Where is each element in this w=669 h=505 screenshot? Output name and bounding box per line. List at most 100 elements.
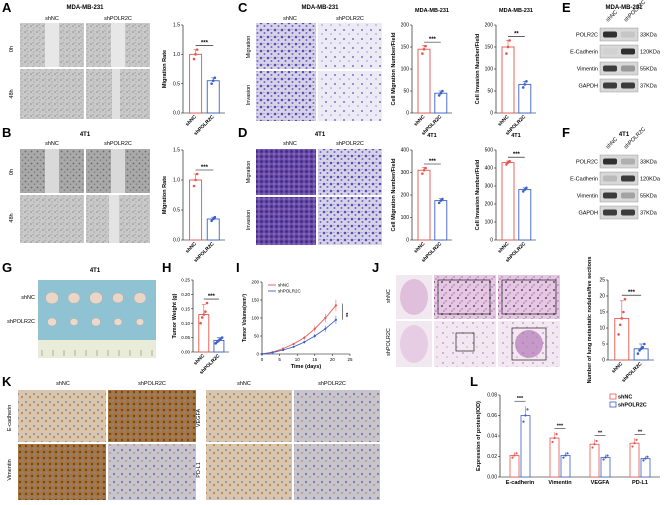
- series-line-shNC: [261, 305, 337, 355]
- lane-label-shNC: shNC: [605, 136, 619, 150]
- panel-letter: A: [2, 0, 12, 15]
- y-axis-label: Cell Migration Number/Field: [391, 158, 397, 231]
- row-label-shNC: shNC: [21, 295, 35, 301]
- band: [603, 48, 617, 55]
- data-point: [439, 199, 443, 202]
- band-size: 33KDa: [640, 160, 658, 166]
- chart-H-tumor-weight: H 0.00 0.05 0.10 0.15 0.20 0.25 Tumor Weight (…: [162, 260, 229, 376]
- data-point: [525, 80, 528, 83]
- y-tick-label: 50: [487, 89, 493, 95]
- data-point: [551, 440, 554, 444]
- data-point: [564, 454, 567, 457]
- y-tick-label: 0: [406, 111, 409, 117]
- group-label-shNC: shNC: [237, 381, 251, 387]
- bar-shPOLR2C: [633, 348, 649, 361]
- data-point: [213, 215, 217, 219]
- data-point: [199, 321, 202, 325]
- bar-shPOLR2C-Vimentin: [560, 455, 571, 478]
- y-tick-label: 0.5: [173, 81, 180, 87]
- data-point: [515, 452, 518, 455]
- chart-C-invasion: MDA-MB-231 0 50 100 150 200 Cell Invasion Numb…: [475, 8, 536, 137]
- band: [603, 192, 617, 199]
- data-point: [525, 186, 528, 190]
- legend-label: shPOLR2C: [278, 289, 302, 294]
- metastatic-nodule: [515, 330, 543, 358]
- blot-strip-E-Cadherin: [599, 44, 639, 59]
- tumor-shNC: [67, 292, 81, 304]
- data-point: [641, 345, 645, 349]
- bar-shPOLR2C: [518, 83, 532, 114]
- y-tick-label: 0.15: [181, 306, 190, 311]
- chart-I-tumor-volume: I 0 50 100 150 200 0 5 10 15 20 25 Time (days) Tumor…: [236, 260, 353, 370]
- band: [603, 209, 617, 216]
- y-tick-label: 0.02: [487, 454, 497, 460]
- cell-line-title: MDA-MB-231: [66, 5, 104, 11]
- tumor-shNC: [89, 291, 103, 305]
- zoom-box: [455, 332, 475, 352]
- ihc-image-vegfa-shNC: [206, 390, 292, 442]
- panel-D: D 4T1 shNC shPOLR2C Migration Invasion: [238, 125, 382, 245]
- y-tick-label: 10: [599, 326, 605, 332]
- y-axis-label: Tumor Weight (g): [172, 293, 178, 338]
- data-point: [617, 333, 620, 336]
- significance-label: ***: [429, 159, 437, 165]
- data-point: [194, 178, 197, 182]
- ihc-image-ecadherin-shPOLR2C: [108, 390, 196, 442]
- significance-label: ***: [513, 152, 521, 158]
- group-label-shNC: shNC: [283, 141, 297, 147]
- data-point: [205, 301, 209, 305]
- x-tick-label: VEGFA: [591, 480, 610, 486]
- tumor-shPOLR2C: [113, 318, 123, 326]
- data-point: [437, 201, 441, 205]
- panel-A: A MDA-MB-231 shNC shPOLR2C 0h 48h: [2, 0, 150, 119]
- band-size: 120KDa: [640, 50, 661, 56]
- band: [603, 65, 617, 72]
- scratch-image-shNC-48h: [20, 69, 84, 119]
- data-point: [635, 438, 638, 441]
- bar-shPOLR2C: [206, 218, 220, 241]
- y-tick-label: 100: [251, 316, 259, 321]
- data-point: [562, 456, 565, 459]
- group-label-shNC: shNC: [45, 16, 59, 22]
- data-point: [620, 317, 624, 320]
- row-label-shPOLR2C: shPOLR2C: [386, 328, 392, 356]
- marker-label-vimentin: Vimentin: [7, 459, 13, 480]
- y-tick-label: 0.06: [487, 413, 497, 419]
- data-point: [639, 347, 643, 351]
- data-point: [422, 168, 426, 172]
- group-label-shNC: shNC: [283, 16, 297, 22]
- band: [603, 82, 617, 89]
- significance-label: ***: [628, 290, 636, 296]
- tumor-samples: [41, 291, 153, 356]
- data-point: [513, 454, 516, 457]
- x-tick-label: 10: [295, 357, 301, 362]
- row-label-shNC: shNC: [386, 289, 392, 303]
- significance-label: ***: [429, 37, 437, 43]
- panel-J: J shNC shPOLR2C: [372, 260, 560, 367]
- chart-L-protein-expression: L 0.00 0.02 0.04 0.06 0.08 Expression of prot…: [470, 374, 660, 486]
- data-point: [566, 452, 569, 455]
- panel-C: C MDA-MB-231 shNC shPOLR2C Migration Inv…: [238, 0, 382, 121]
- marker-label-e-cadherin: E-cadherin: [7, 405, 13, 432]
- y-tick-label: 0.20: [181, 292, 190, 297]
- series-line-shPOLR2C: [261, 319, 337, 355]
- data-point: [604, 456, 607, 459]
- x-tick-label: 20: [330, 357, 336, 362]
- y-tick-label: 200: [401, 23, 410, 29]
- bar-shNC: [198, 314, 210, 353]
- panel-letter: C: [238, 0, 248, 15]
- group-label-shPOLR2C: shPOLR2C: [104, 141, 132, 147]
- band: [621, 65, 635, 72]
- data-point: [638, 349, 641, 352]
- band: [621, 158, 635, 165]
- data-point: [204, 310, 207, 313]
- y-tick-label: 150: [251, 298, 259, 303]
- significance-label: **: [598, 431, 603, 437]
- data-point: [421, 172, 424, 175]
- data-point: [441, 197, 444, 201]
- y-tick-label: 0: [406, 238, 409, 244]
- data-point: [441, 89, 444, 93]
- data-point: [506, 45, 510, 49]
- data-point: [439, 91, 443, 95]
- y-tick-label: 5: [602, 342, 605, 348]
